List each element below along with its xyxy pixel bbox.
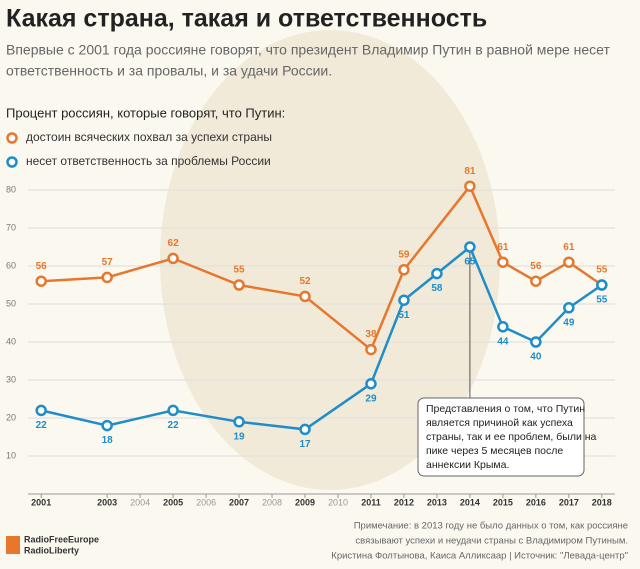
- data-point: [299, 290, 311, 303]
- data-label: 61: [497, 242, 509, 253]
- legend-marker: [6, 156, 18, 168]
- data-point: [233, 416, 245, 428]
- data-point: [497, 321, 509, 333]
- note: Кристина Фолтынова, Каиса Алликсаар | Ис…: [331, 551, 628, 562]
- x-tick-label: 2007: [229, 497, 249, 507]
- data-label: 19: [233, 431, 245, 442]
- data-label: 55: [233, 265, 245, 276]
- logo-icon: [6, 536, 20, 554]
- annotation-text: аннексии Крыма.: [426, 459, 509, 471]
- x-tick-label: 2018: [592, 497, 612, 507]
- data-point: [563, 302, 575, 314]
- x-tick-label: 2014: [460, 497, 480, 507]
- logo-text: RadioFreeEurope: [24, 534, 99, 544]
- legend-marker: [6, 132, 18, 144]
- legend-title: Процент россиян, которые говорят, что Пу…: [6, 105, 285, 120]
- x-tick-label: 2010: [328, 497, 348, 507]
- data-label: 65: [464, 257, 476, 268]
- data-label: 52: [299, 276, 311, 287]
- data-point: [35, 275, 47, 287]
- x-tick-label: 2005: [163, 497, 183, 507]
- annotation-box: [417, 397, 585, 477]
- data-point: [464, 241, 476, 253]
- x-tick-label: 2003: [97, 497, 117, 507]
- subtitle: Впервые с 2001 года россияне говорят, чт…: [6, 42, 610, 58]
- data-point: [167, 404, 179, 417]
- data-point: [101, 271, 113, 284]
- data-point: [398, 294, 410, 306]
- data-point: [101, 419, 113, 432]
- x-tick-label: 2009: [295, 497, 315, 507]
- data-point: [398, 264, 410, 276]
- data-point: [431, 267, 443, 280]
- x-tick-label: 2011: [361, 497, 381, 507]
- data-label: 22: [168, 420, 180, 431]
- data-point: [167, 252, 179, 265]
- x-tick-label: 2017: [559, 497, 579, 507]
- annotation-text: Представления о том, что Путин: [426, 403, 585, 415]
- data-point: [365, 378, 377, 390]
- legend-label: достоин всяческих похвал за успехи стран…: [26, 130, 272, 144]
- data-point: [299, 423, 311, 436]
- subtitle: ответственность и за провалы, и за удачи…: [6, 63, 332, 79]
- data-point: [530, 275, 542, 287]
- data-label: 61: [563, 242, 575, 253]
- x-tick-label: 2001: [31, 497, 51, 507]
- x-tick-label: 2008: [262, 497, 282, 507]
- data-label: 51: [398, 310, 410, 321]
- data-label: 57: [102, 257, 114, 268]
- data-label: 40: [530, 352, 542, 363]
- annotation-text: пике через 5 месяцев после: [426, 445, 563, 457]
- note: связывают успехи и неудачи страны с Влад…: [355, 536, 628, 547]
- data-label: 29: [365, 393, 377, 404]
- series-line: [41, 183, 603, 352]
- data-label: 55: [596, 265, 608, 276]
- x-tick-label: 2013: [427, 497, 447, 507]
- data-point: [596, 279, 608, 291]
- data-label: 38: [365, 329, 377, 340]
- data-point: [464, 180, 476, 192]
- data-point: [233, 279, 245, 291]
- background-shape: [160, 30, 500, 490]
- data-label: 18: [102, 435, 114, 446]
- data-point: [35, 404, 47, 417]
- y-tick-label: 20: [6, 412, 16, 422]
- data-label: 17: [299, 439, 311, 450]
- x-tick-label: 2004: [130, 497, 150, 507]
- data-label: 22: [36, 420, 48, 431]
- data-label: 58: [431, 283, 443, 294]
- data-point: [365, 343, 377, 356]
- note: Примечание: в 2013 году не было данных о…: [354, 521, 628, 532]
- x-tick-label: 2016: [526, 497, 546, 507]
- logo-text: RadioLiberty: [24, 545, 79, 555]
- x-tick-label: 2015: [493, 497, 513, 507]
- y-tick-label: 70: [6, 222, 16, 232]
- annotation-text: страны, так и ее проблем, были на: [426, 431, 597, 443]
- y-tick-label: 10: [6, 450, 16, 460]
- logo: RadioFreeEurope RadioLiberty: [6, 534, 99, 555]
- y-tick-label: 30: [6, 374, 16, 384]
- y-tick-label: 40: [6, 336, 16, 346]
- y-tick-label: 80: [6, 184, 16, 194]
- y-tick-label: 60: [6, 260, 16, 270]
- data-point: [530, 336, 542, 348]
- data-point: [497, 256, 509, 268]
- legend-label: несет ответственность за проблемы России: [26, 154, 271, 168]
- x-tick-label: 2012: [394, 497, 414, 507]
- data-label: 59: [398, 249, 410, 260]
- data-label: 62: [168, 238, 180, 249]
- annotation-text: является причиной как успеха: [426, 417, 573, 429]
- data-label: 56: [530, 261, 542, 272]
- data-label: 81: [464, 166, 476, 177]
- y-tick-label: 50: [6, 298, 16, 308]
- data-label: 56: [36, 261, 48, 272]
- data-label: 49: [563, 317, 575, 328]
- data-point: [563, 256, 575, 268]
- data-label: 55: [596, 295, 608, 306]
- data-label: 44: [497, 336, 509, 347]
- x-tick-label: 2006: [196, 497, 216, 507]
- chart-title: Какая страна, такая и ответственность: [6, 5, 487, 33]
